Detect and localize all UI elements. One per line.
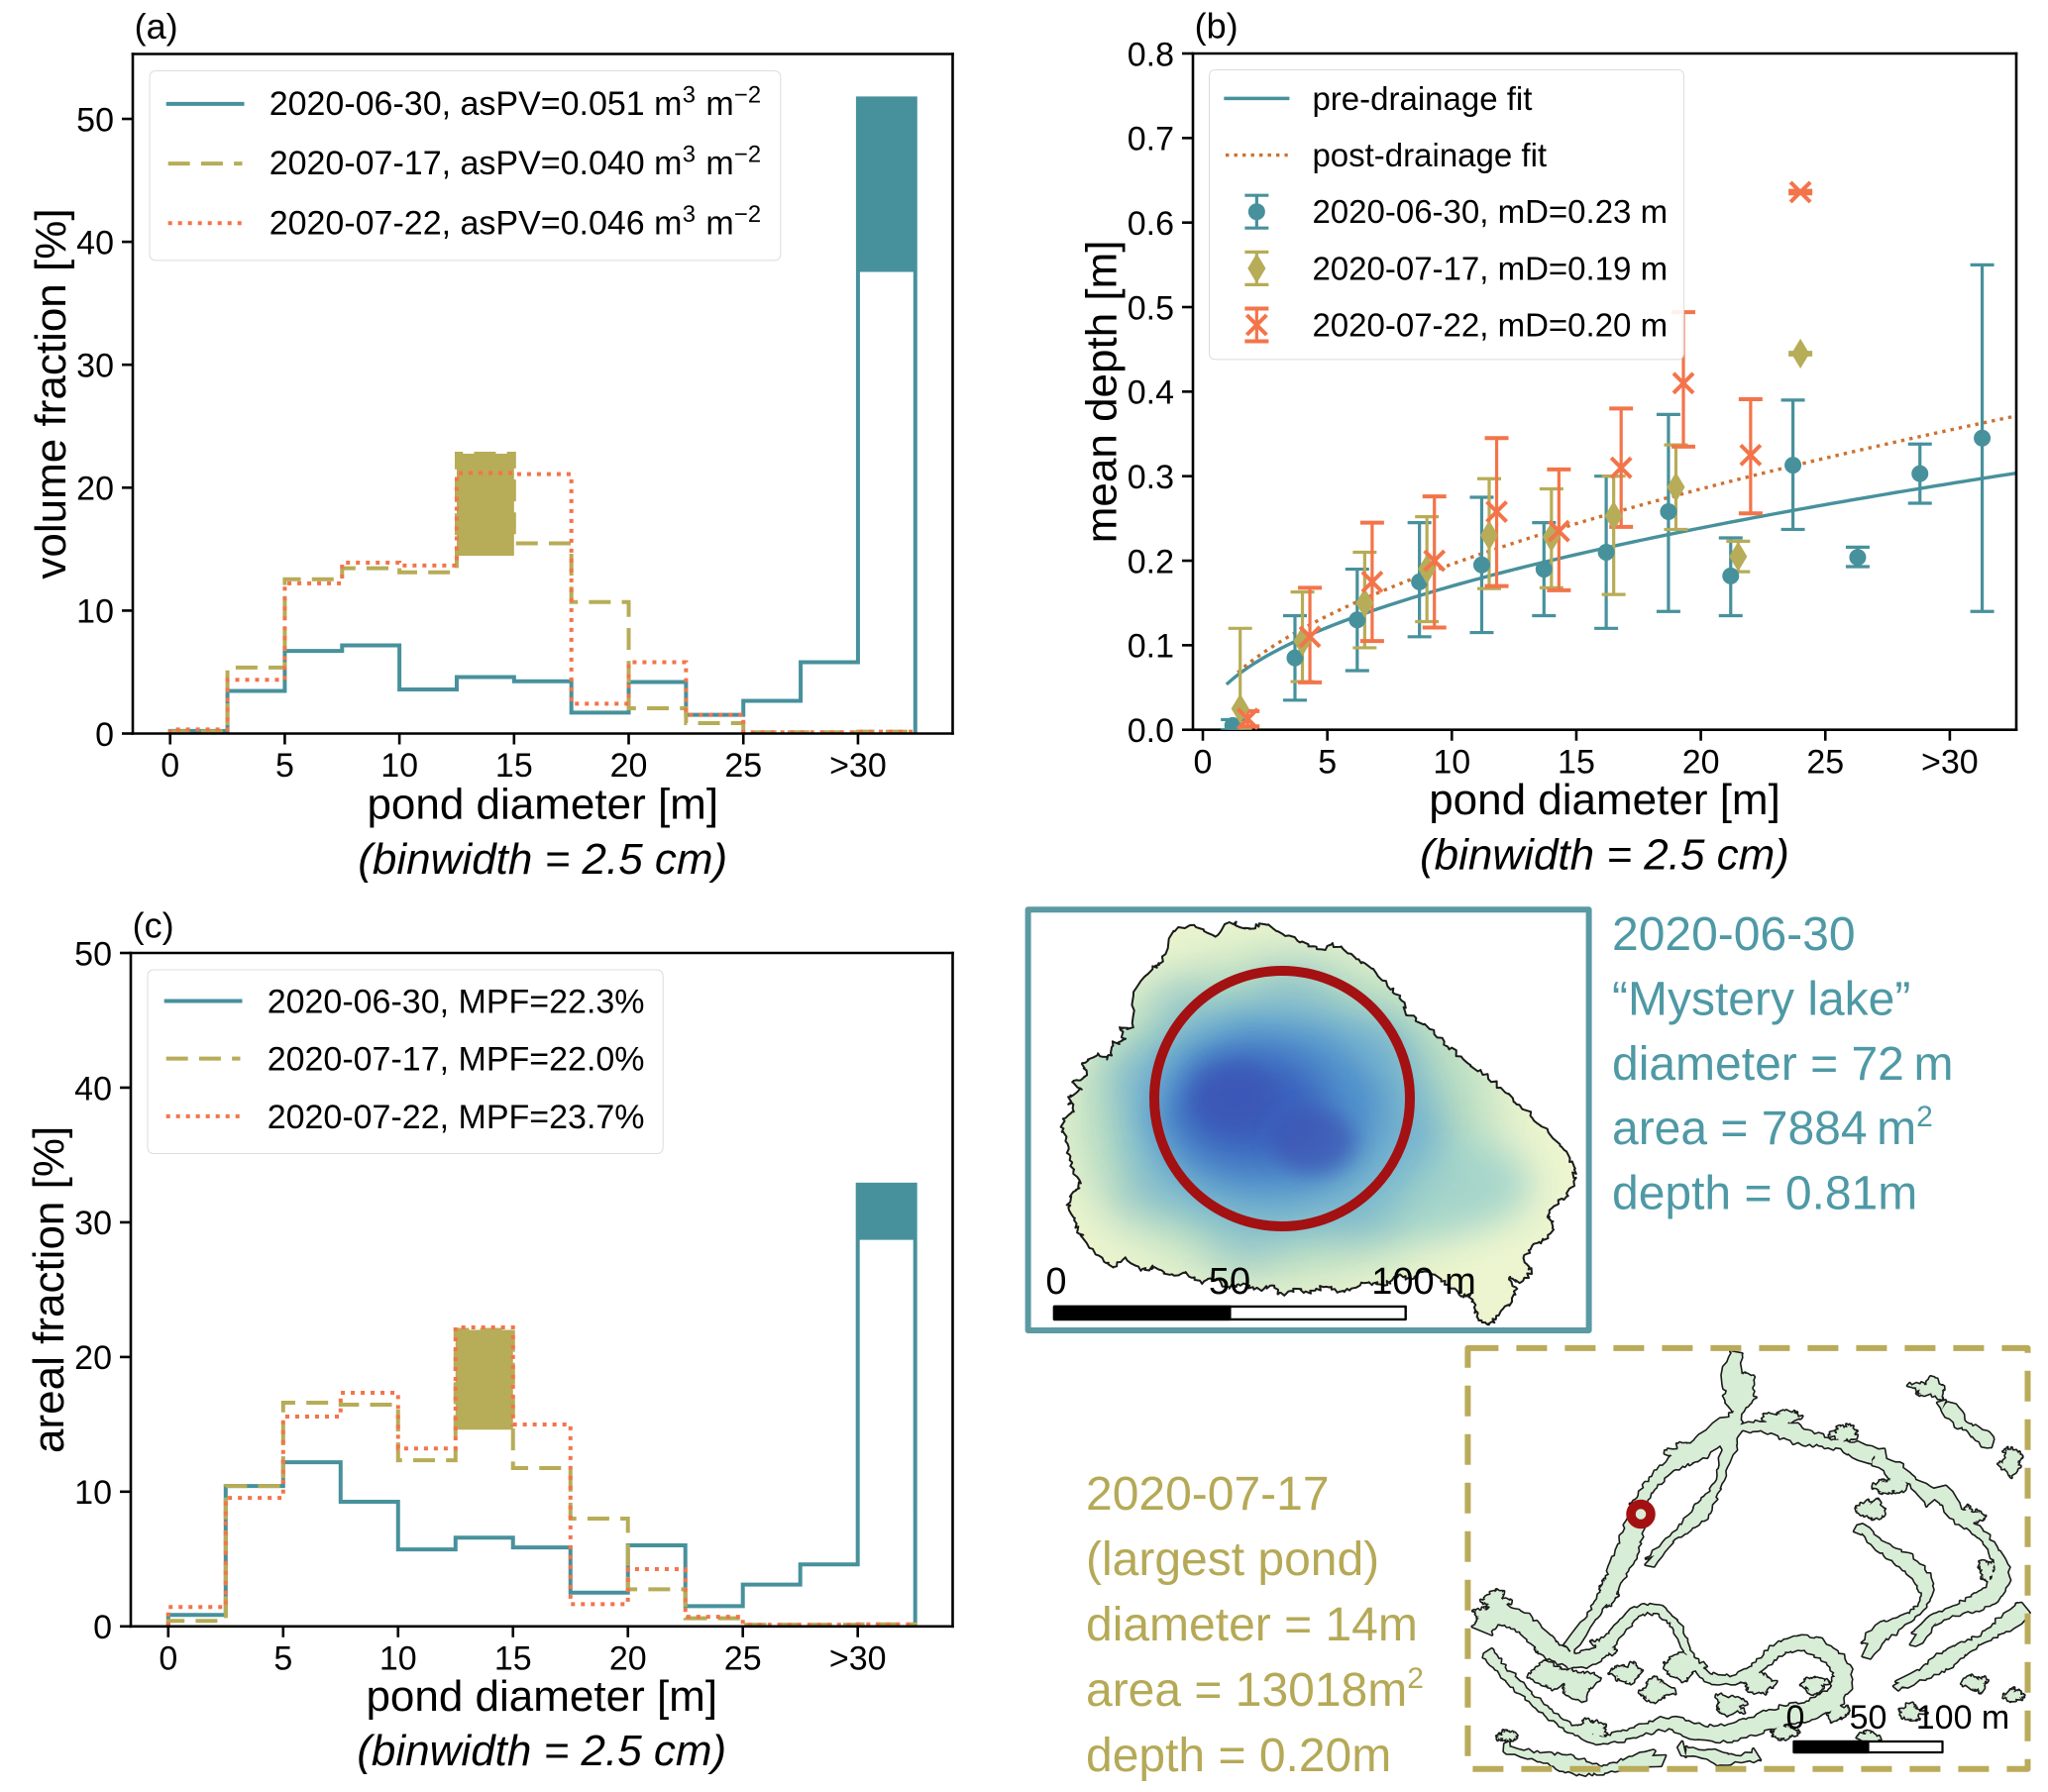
svg-text:0.1: 0.1 bbox=[1128, 628, 1174, 666]
svg-text:5: 5 bbox=[273, 1639, 292, 1677]
svg-text:>30: >30 bbox=[1921, 743, 1979, 781]
svg-text:30: 30 bbox=[76, 348, 114, 385]
svg-text:20: 20 bbox=[76, 471, 114, 508]
svg-text:pre-drainage fit: pre-drainage fit bbox=[1312, 80, 1532, 117]
svg-text:(binwidth = 2.5 cm): (binwidth = 2.5 cm) bbox=[358, 835, 727, 884]
svg-text:2020-06-30: 2020-06-30 bbox=[1612, 908, 1856, 961]
svg-text:0: 0 bbox=[1786, 1699, 1805, 1737]
svg-text:50: 50 bbox=[1209, 1261, 1250, 1303]
svg-text:10: 10 bbox=[380, 747, 418, 785]
svg-text:0.7: 0.7 bbox=[1128, 121, 1174, 158]
svg-text:0: 0 bbox=[159, 1639, 177, 1677]
svg-text:post-drainage fit: post-drainage fit bbox=[1312, 137, 1547, 173]
svg-text:2020-07-17, mD=0.19 m: 2020-07-17, mD=0.19 m bbox=[1312, 250, 1668, 286]
svg-text:15: 15 bbox=[495, 747, 533, 785]
svg-text:“Mystery lake”: “Mystery lake” bbox=[1612, 973, 1910, 1025]
svg-text:2 0 2 0: 2 0 2 0 - 0 6 - 3 0 , a s P V = 0 . 0 5 … bbox=[269, 81, 761, 123]
svg-text:diameter = 14m: diameter = 14m bbox=[1086, 1599, 1418, 1651]
svg-text:2020-06-30, MPF=22.3%: 2020-06-30, MPF=22.3% bbox=[268, 983, 645, 1020]
svg-text:pond diameter [m]: pond diameter [m] bbox=[367, 780, 718, 828]
svg-text:2020-06-30, mD=0.23 m: 2020-06-30, mD=0.23 m bbox=[1312, 193, 1668, 230]
svg-text:pond diameter [m]: pond diameter [m] bbox=[1429, 776, 1780, 824]
svg-text:0.5: 0.5 bbox=[1128, 289, 1174, 327]
svg-text:diameter = 72 m: diameter = 72 m bbox=[1612, 1038, 1953, 1091]
svg-text:areal fraction [%]: areal fraction [%] bbox=[25, 1126, 73, 1453]
svg-text:2020-07-22, MPF=23.7%: 2020-07-22, MPF=23.7% bbox=[268, 1099, 645, 1136]
svg-text:(a): (a) bbox=[135, 6, 178, 47]
svg-text:0.3: 0.3 bbox=[1128, 459, 1174, 496]
svg-text:2020-07-22, mD=0.20 m: 2020-07-22, mD=0.20 m bbox=[1312, 307, 1668, 344]
svg-text:0: 0 bbox=[161, 747, 179, 785]
svg-text:15: 15 bbox=[1558, 743, 1595, 781]
svg-text:0: 0 bbox=[95, 716, 114, 754]
svg-text:10: 10 bbox=[74, 1474, 112, 1512]
svg-text:10: 10 bbox=[76, 593, 114, 631]
svg-text:10: 10 bbox=[379, 1639, 417, 1677]
svg-text:(binwidth = 2.5 cm): (binwidth = 2.5 cm) bbox=[1420, 831, 1789, 880]
svg-text:2 0 2 0: 2 0 2 0 - 0 7 - 2 2 , a s P V = 0 . 0 4 … bbox=[269, 201, 761, 243]
svg-text:0.2: 0.2 bbox=[1128, 543, 1174, 580]
svg-text:0.0: 0.0 bbox=[1128, 712, 1174, 750]
svg-text:(binwidth = 2.5 cm): (binwidth = 2.5 cm) bbox=[357, 1727, 726, 1775]
svg-text:40: 40 bbox=[76, 224, 114, 262]
svg-text:20: 20 bbox=[74, 1339, 112, 1377]
svg-text:50: 50 bbox=[74, 935, 112, 973]
svg-text:(b): (b) bbox=[1195, 5, 1239, 46]
svg-text:0.6: 0.6 bbox=[1128, 205, 1174, 243]
svg-text:2020-07-17: 2020-07-17 bbox=[1086, 1468, 1330, 1521]
svg-text:100 m: 100 m bbox=[1371, 1261, 1476, 1303]
svg-text:25: 25 bbox=[1806, 743, 1844, 781]
svg-text:40: 40 bbox=[74, 1070, 112, 1107]
svg-text:20: 20 bbox=[1682, 743, 1720, 781]
svg-text:depth = 0.81m: depth = 0.81m bbox=[1612, 1168, 1917, 1220]
svg-text:0: 0 bbox=[1045, 1261, 1066, 1303]
svg-text:5: 5 bbox=[1318, 743, 1337, 781]
svg-text:15: 15 bbox=[494, 1639, 532, 1677]
svg-text:(largest pond): (largest pond) bbox=[1086, 1533, 1379, 1586]
svg-text:volume fraction [%]: volume fraction [%] bbox=[27, 208, 75, 579]
svg-text:area = 7884 m2: area = 7884 m2 bbox=[1612, 1101, 1933, 1155]
svg-text:(c): (c) bbox=[133, 904, 174, 945]
svg-text:30: 30 bbox=[74, 1205, 112, 1242]
svg-text:20: 20 bbox=[610, 747, 648, 785]
svg-text:2 0 2 0: 2 0 2 0 - 0 7 - 1 7 , a s P V = 0 . 0 4 … bbox=[269, 142, 761, 183]
svg-text:0.8: 0.8 bbox=[1128, 36, 1174, 73]
svg-text:5: 5 bbox=[275, 747, 294, 785]
svg-text:area = 13018m2: area = 13018m2 bbox=[1086, 1662, 1424, 1717]
svg-text:25: 25 bbox=[724, 747, 762, 785]
svg-text:0.4: 0.4 bbox=[1128, 374, 1174, 412]
svg-text:>30: >30 bbox=[829, 1639, 887, 1677]
svg-text:50: 50 bbox=[76, 101, 114, 139]
svg-text:0: 0 bbox=[1194, 743, 1213, 781]
svg-text:50: 50 bbox=[1850, 1699, 1887, 1737]
svg-text:100 m: 100 m bbox=[1916, 1699, 2010, 1737]
svg-text:20: 20 bbox=[609, 1639, 647, 1677]
svg-text:pond diameter [m]: pond diameter [m] bbox=[366, 1672, 717, 1721]
svg-text:depth = 0.20m: depth = 0.20m bbox=[1086, 1730, 1391, 1782]
svg-text:10: 10 bbox=[1433, 743, 1470, 781]
svg-text:mean depth [m]: mean depth [m] bbox=[1078, 240, 1127, 543]
svg-text:25: 25 bbox=[724, 1639, 762, 1677]
svg-text:0: 0 bbox=[93, 1609, 112, 1646]
svg-text:2020-07-17, MPF=22.0%: 2020-07-17, MPF=22.0% bbox=[268, 1041, 645, 1079]
svg-text:>30: >30 bbox=[829, 747, 887, 785]
